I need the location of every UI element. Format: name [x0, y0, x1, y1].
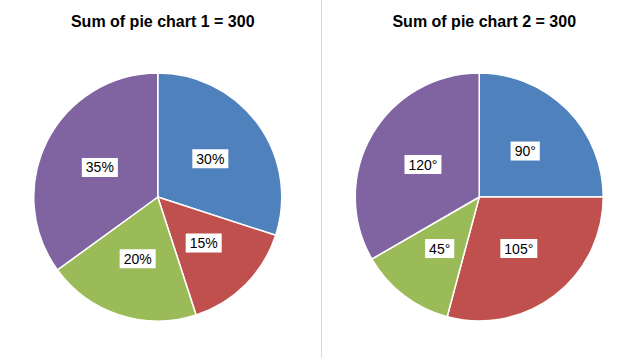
- svg-text:Sum of pie chart 2 = 300: Sum of pie chart 2 = 300: [392, 13, 576, 30]
- svg-text:20%: 20%: [124, 251, 152, 267]
- svg-text:15%: 15%: [190, 235, 218, 251]
- svg-text:105°: 105°: [504, 241, 533, 257]
- svg-text:30%: 30%: [196, 151, 224, 167]
- svg-text:120°: 120°: [408, 157, 437, 173]
- svg-text:Sum of pie chart 1 = 300: Sum of pie chart 1 = 300: [71, 13, 255, 30]
- svg-text:35%: 35%: [86, 159, 114, 175]
- svg-text:90°: 90°: [515, 143, 536, 159]
- svg-text:45°: 45°: [429, 241, 450, 257]
